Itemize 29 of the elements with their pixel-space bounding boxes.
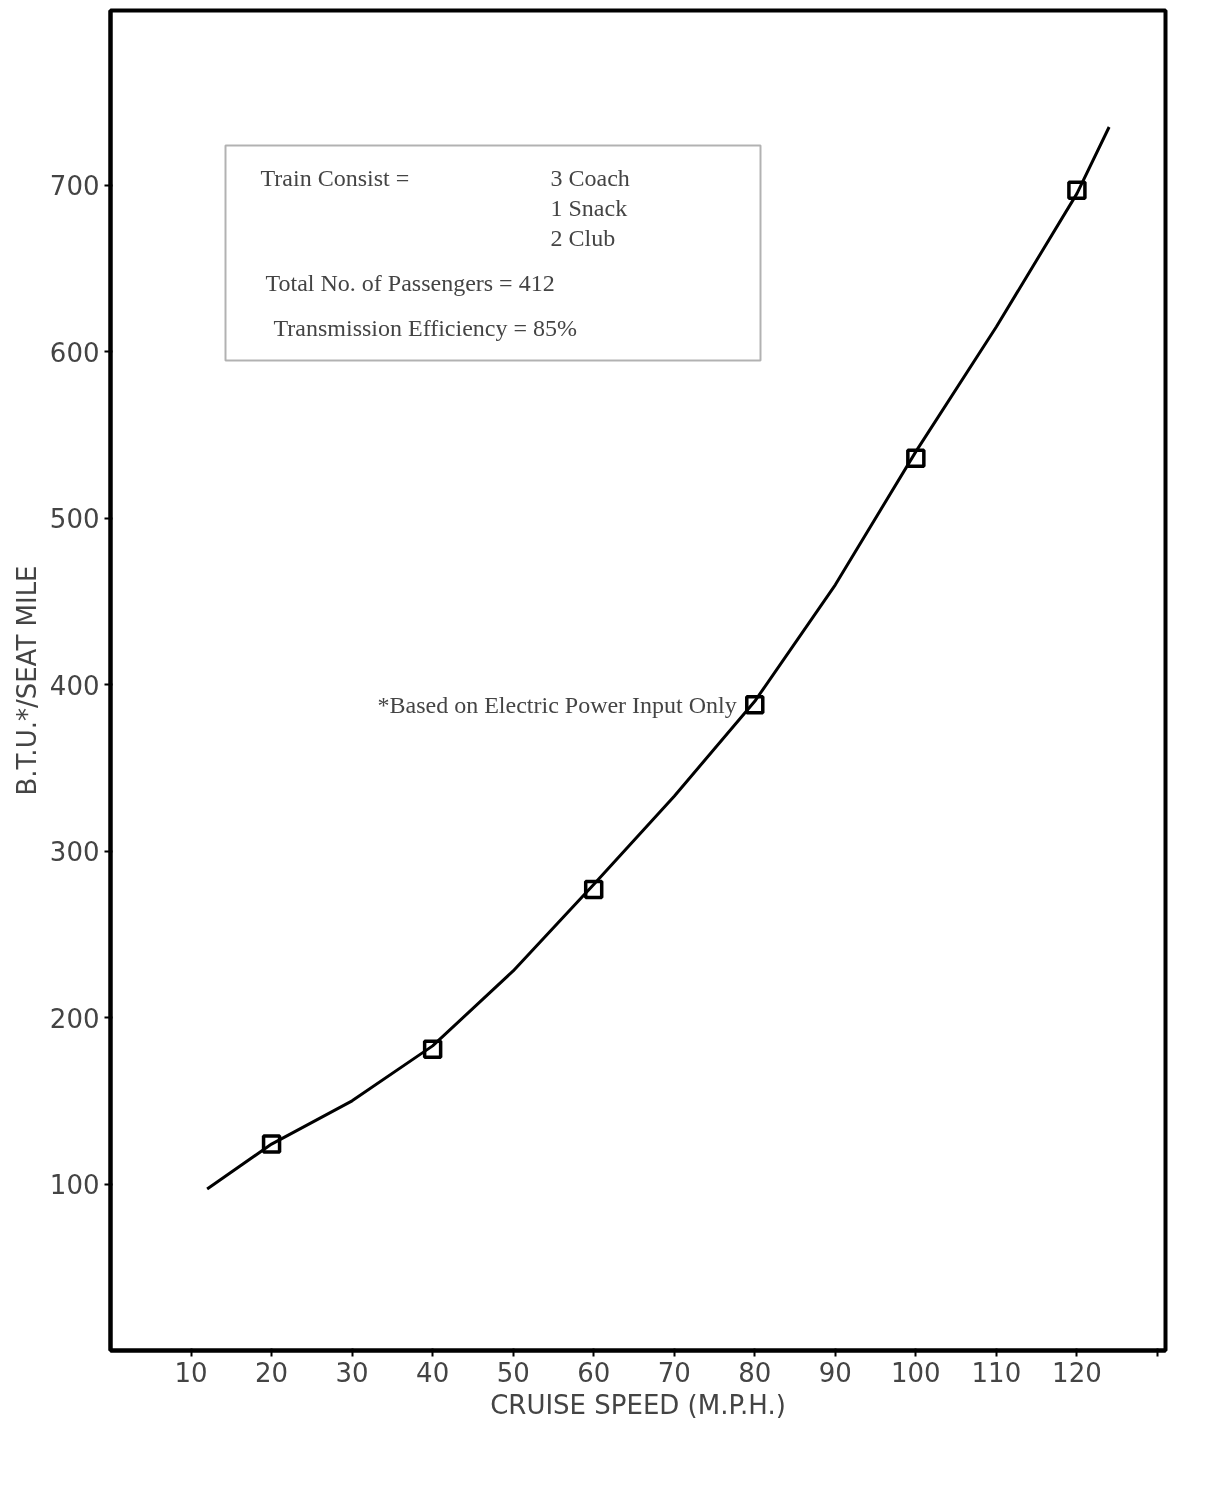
annotation: 3 Coach [550,164,630,191]
annotation: *Based on Electric Power Input Only [377,691,737,718]
x-axis-title: CRUISE SPEED (M.P.H.) [490,1389,786,1420]
x-tick-label: 20 [255,1357,289,1388]
annotation: Train Consist = [260,164,410,191]
x-tick-label: 70 [657,1357,691,1388]
y-tick-label: 500 [49,504,100,535]
line-series [205,125,1111,1191]
x-tick-label: 50 [496,1357,530,1388]
annotation: 1 Snack [550,194,628,221]
y-tick-label: 400 [49,670,100,701]
y-tick-label: 700 [49,171,100,202]
x-tick-label: 90 [818,1357,852,1388]
x-tick-label: 120 [1052,1357,1102,1388]
y-tick-label: 300 [49,837,100,868]
x-tick-label: 60 [577,1357,611,1388]
annotation: 2 Club [550,224,616,251]
x-tick-label: 100 [891,1357,941,1388]
y-tick-label: 100 [49,1170,100,1201]
x-tick-label: 110 [971,1357,1022,1388]
x-tick-label: 30 [335,1357,369,1388]
x-tick-label: 10 [174,1357,208,1388]
y-tick-label: 200 [49,1003,100,1034]
y-axis-title: B.T.U.*/SEAT MILE [11,565,42,796]
y-tick-label: 600 [49,337,100,368]
annotation: Transmission Efficiency = 85% [273,314,578,341]
x-tick-label: 80 [738,1357,772,1388]
x-tick-label: 40 [416,1357,450,1388]
annotation: Total No. of Passengers = 412 [265,269,555,296]
